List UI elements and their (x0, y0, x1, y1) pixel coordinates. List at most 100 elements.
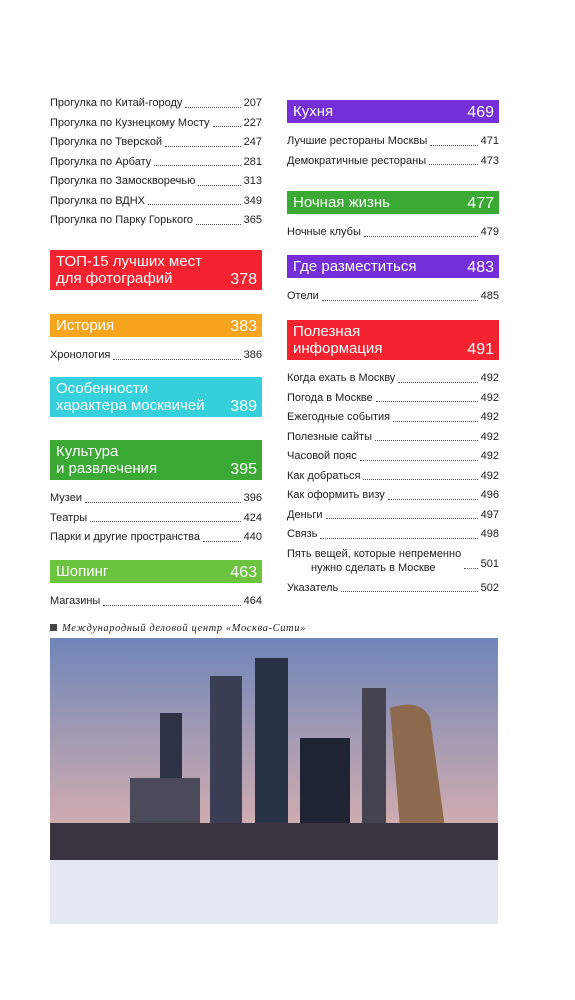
entry-page: 349 (243, 194, 262, 207)
entry-label: Магазины (50, 595, 101, 607)
entry-page: 501 (480, 558, 499, 570)
entry-label: Хронология (50, 349, 111, 361)
leader (113, 358, 241, 360)
spacer (50, 480, 262, 489)
toc-section: Где разместиться 483 Отели 485 (287, 255, 499, 307)
leader (374, 440, 478, 441)
entry-label: Полезные сайты (287, 430, 372, 443)
toc-entry: Часовой пояс 492 (287, 447, 499, 467)
leader (393, 420, 478, 422)
section-title: Где разместиться (293, 258, 417, 275)
spacer (287, 123, 499, 132)
leader (185, 106, 241, 108)
entry-label: Прогулка по Парку Горького (50, 214, 193, 226)
entry-label: Ночные клубы (287, 226, 361, 238)
leader (429, 164, 478, 165)
section-title: ТОП-15 лучших мест (56, 253, 202, 270)
entry-page: 396 (243, 492, 262, 504)
spacer (287, 214, 499, 223)
toc-section: Особенности характера москвичей 389 (50, 377, 262, 426)
entry-page: 498 (480, 528, 499, 540)
section-page: 389 (230, 398, 257, 415)
leader (195, 223, 241, 225)
entry-label: Прогулка по Кузнецкому Мосту (50, 116, 210, 129)
leader (363, 235, 478, 237)
toc-entry: Указатель 502 (287, 579, 499, 599)
leader (84, 501, 241, 503)
toc-entry: Прогулка по Замоскворечью 313 (50, 172, 262, 192)
section-title: для фотографий (56, 270, 173, 287)
toc-entry: Полезные сайты 492 (287, 428, 499, 448)
entry-page: 497 (480, 508, 499, 521)
entry-label: Лучшие рестораны Москвы (287, 135, 428, 147)
toc-entry: Лучшие рестораны Москвы 471 (287, 132, 499, 152)
entry-label: Связь (287, 528, 318, 540)
section-title: характера москвичей (56, 397, 205, 414)
section-title: История (56, 317, 115, 334)
photo-caption: Международный деловой центр «Москва-Сити… (50, 623, 306, 634)
entry-page: 365 (243, 214, 262, 226)
toc-entry: Прогулка по Арбату 281 (50, 153, 262, 173)
entry-label: Прогулка по ВДНХ (50, 194, 146, 207)
entry-page: 485 (480, 290, 499, 302)
entry-label: Как добраться (287, 469, 361, 482)
toc-entry: Прогулка по Парку Горького 365 (50, 211, 262, 231)
section-title: Ночная жизнь (293, 194, 390, 211)
section-header: Кухня 469 (287, 100, 499, 123)
leader (320, 537, 478, 539)
entry-page: 479 (480, 226, 499, 238)
entry-label: Прогулка по Арбату (50, 155, 152, 168)
section-title: и развлечения (56, 460, 158, 477)
toc-section: Полезная информация 491 Когда ехать в Москв… (287, 320, 499, 598)
entry-label: Когда ехать в Москву (287, 372, 396, 384)
toc-entry: Хронология 386 (50, 346, 262, 366)
entry-page: 386 (243, 349, 262, 361)
toc-entry: Театры 424 (50, 509, 262, 529)
leader (430, 144, 478, 146)
toc-entry: Деньги 497 (287, 506, 499, 526)
toc-section: ТОП-15 лучших мест для фотографий 378 (50, 250, 262, 299)
section-page: 477 (467, 195, 494, 212)
toc-entry: Как добраться 492 (287, 467, 499, 487)
entry-label: Часовой пояс (287, 450, 357, 462)
entry-page: 492 (480, 430, 499, 443)
entry-label: Прогулка по Китай-городу (50, 97, 183, 109)
leader (212, 126, 241, 127)
entry-page: 207 (243, 97, 262, 109)
toc-section: Ночная жизнь 477 Ночные клубы 479 (287, 191, 499, 243)
entry-label: Прогулка по Замоскворечью (50, 175, 196, 187)
toc-entry: Прогулка по ВДНХ 349 (50, 192, 262, 212)
section-header: Особенности характера москвичей 389 (50, 377, 262, 417)
leader (359, 459, 478, 461)
section-page: 395 (230, 461, 257, 478)
toc-entry: Магазины 464 (50, 592, 262, 612)
section-title: Шопинг (56, 563, 109, 580)
entry-label: Указатель (287, 581, 339, 594)
toc-section: Прогулка по Китай-городу 207 Прогулка по К… (50, 94, 262, 231)
leader (90, 521, 241, 522)
leader (148, 204, 241, 205)
entry-label: Как оформить визу (287, 489, 385, 501)
spacer (50, 417, 262, 426)
leader (154, 165, 241, 166)
entry-page: 492 (480, 372, 499, 384)
entry-page: 227 (243, 116, 262, 129)
section-title: Полезная (293, 323, 361, 340)
entry-page: 496 (480, 489, 499, 501)
section-page: 383 (230, 318, 257, 335)
entry-label-line: нужно сделать в Москве (311, 561, 436, 574)
toc-entry: Погода в Москве 492 (287, 389, 499, 409)
toc-entry: Связь 498 (287, 525, 499, 545)
section-header: Где разместиться 483 (287, 255, 499, 278)
toc-section: Шопинг 463 Магазины 464 (50, 560, 262, 612)
section-header: Культура и развлечения 395 (50, 440, 262, 480)
entry-page: 471 (480, 135, 499, 147)
toc-entry: Прогулка по Кузнецкому Мосту 227 (50, 114, 262, 134)
entry-label: Прогулка по Тверской (50, 136, 163, 148)
section-header: История 383 (50, 314, 262, 337)
entry-page: 492 (480, 391, 499, 404)
toc-entry: Парки и другие пространства 440 (50, 528, 262, 548)
toc-entry: Прогулка по Тверской 247 (50, 133, 262, 153)
entry-page: 281 (243, 155, 262, 168)
